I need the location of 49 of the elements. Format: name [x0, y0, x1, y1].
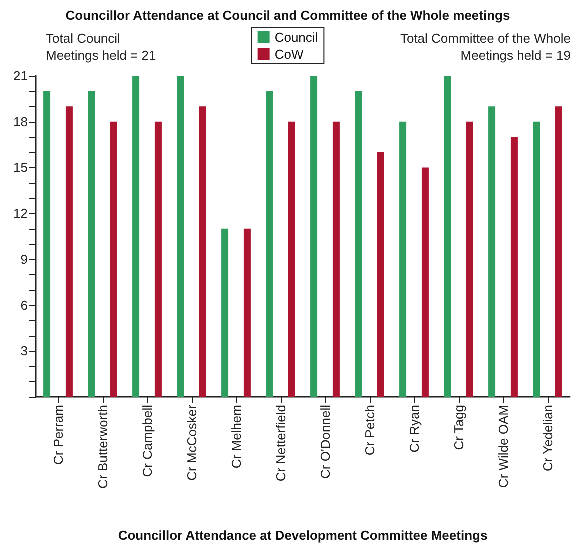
bar: [422, 168, 429, 397]
bar: [132, 76, 140, 397]
y-tick-label: 12: [14, 206, 28, 222]
bar: [355, 91, 362, 397]
bar: [510, 137, 518, 397]
x-tick-label: Cr Netterfield: [273, 405, 288, 482]
legend-label: CoW: [274, 47, 304, 62]
y-tick-label: 9: [20, 252, 28, 267]
bar: [466, 122, 474, 397]
x-tick-label: Cr Petch: [362, 405, 378, 456]
x-tick-label: Cr Perram: [50, 405, 66, 465]
bar: [400, 122, 407, 397]
x-tick-label: Cr McCosker: [184, 404, 200, 481]
text: Total Committee of the Whole Meetings held = 19: [400, 31, 571, 63]
y-tick-label: 15: [14, 160, 28, 176]
y-tick-label: 21: [14, 68, 28, 84]
bar: [88, 91, 96, 397]
x-tick-label: Cr Campbell: [140, 404, 155, 478]
bar: [488, 106, 496, 397]
x-tick-label: Cr Butterworth: [95, 405, 110, 489]
y-tick-label: 18: [14, 114, 28, 130]
x-tick-label: Cr Wilde OAM: [496, 405, 511, 488]
x-tick-label: Cr Ryan: [406, 405, 422, 453]
bar: [288, 122, 296, 397]
bar: [110, 122, 118, 397]
bar: [44, 91, 51, 397]
x-axis-title: Councillor Attendance at Development Committee Meetings: [118, 528, 488, 543]
bar: [66, 106, 73, 397]
x-tick-label: Cr Yedelian: [540, 405, 556, 472]
y-tick-label: 6: [20, 298, 28, 313]
bar: [222, 228, 229, 397]
bar: [244, 228, 251, 397]
y-tick-label: 3: [20, 344, 28, 359]
bar: [266, 91, 274, 397]
bar: [377, 152, 384, 397]
bar: [555, 106, 562, 397]
bar: [332, 122, 340, 397]
x-tick-label: Cr Melhem: [228, 405, 244, 469]
x-tick-label: Cr O'Donnell: [318, 404, 333, 480]
bar: [177, 76, 184, 397]
text: Total Council Meetings held = 21: [46, 31, 156, 63]
x-tick-label: Cr Tagg: [451, 405, 466, 450]
bar: [154, 122, 162, 397]
legend-label: Council: [274, 30, 318, 45]
bar: [444, 76, 452, 397]
chart-title: Councillor Attendance at Council and Committee of the Whole meetings: [66, 8, 510, 23]
bar: [310, 76, 318, 397]
bar: [533, 122, 540, 397]
bar: [199, 106, 206, 397]
